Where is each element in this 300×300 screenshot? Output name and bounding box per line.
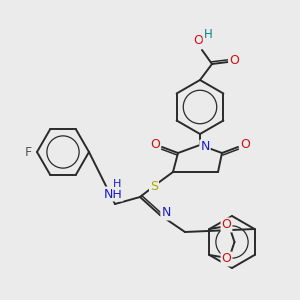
- Text: O: O: [221, 253, 231, 266]
- Text: NH: NH: [103, 188, 122, 200]
- Text: N: N: [161, 206, 171, 220]
- Text: O: O: [221, 218, 231, 232]
- Text: H: H: [204, 28, 212, 40]
- Text: O: O: [150, 137, 160, 151]
- Text: O: O: [240, 137, 250, 151]
- Text: H: H: [113, 179, 121, 189]
- Text: N: N: [200, 140, 210, 154]
- Text: O: O: [229, 55, 239, 68]
- Text: O: O: [193, 34, 203, 47]
- Text: S: S: [150, 179, 158, 193]
- Text: F: F: [24, 146, 32, 158]
